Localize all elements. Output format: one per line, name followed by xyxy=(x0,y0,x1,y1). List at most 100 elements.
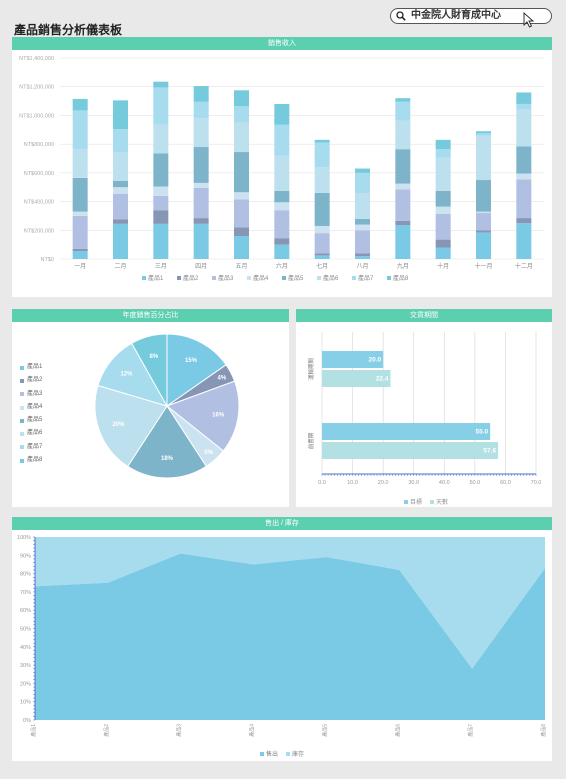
bar-segment xyxy=(153,195,169,211)
y-tick-label: 70% xyxy=(20,590,31,596)
bar-segment xyxy=(274,103,290,125)
bar-segment xyxy=(234,199,249,228)
x-tick-label: 產品7 xyxy=(467,724,474,737)
bar-segment xyxy=(234,106,249,123)
legend-label: 目標 xyxy=(410,498,422,506)
bar-segment xyxy=(355,172,370,193)
bar-segment xyxy=(113,100,128,130)
pie-slice xyxy=(127,405,207,479)
y-tick-label: 50% xyxy=(20,627,31,633)
sold-stock-title: 售出 / 庫存 xyxy=(12,517,552,530)
bar-segment xyxy=(355,192,370,219)
legend-label: 產品8 xyxy=(393,274,409,282)
legend-label: 產品6 xyxy=(323,274,339,282)
bar-segment xyxy=(113,180,128,188)
pie-data-label: 4% xyxy=(218,375,227,381)
mouse-cursor-icon xyxy=(523,12,535,28)
legend-swatch xyxy=(212,276,216,280)
x-tick-label: 50.0 xyxy=(469,480,480,486)
bar-segment xyxy=(153,87,169,125)
x-tick-label: 七月 xyxy=(316,262,328,270)
legend-label: 產品2 xyxy=(183,274,199,282)
legend-label: 天數 xyxy=(436,498,448,506)
legend-swatch xyxy=(247,276,251,280)
bar-segment xyxy=(516,92,532,104)
bar-segment xyxy=(476,232,491,259)
bar-data-label: 55.0 xyxy=(475,429,488,436)
bar-segment xyxy=(435,239,451,248)
legend-label: 產品3 xyxy=(218,274,234,282)
x-tick-label: 二月 xyxy=(114,263,126,270)
legend-label: 產品3 xyxy=(27,390,43,397)
y-tick-label: NT$1,400,000 xyxy=(19,56,54,62)
bar-segment xyxy=(314,139,330,143)
bar-segment xyxy=(234,90,249,107)
legend-item: 產品4 xyxy=(20,401,42,414)
bar-segment xyxy=(274,124,290,156)
bar-segment xyxy=(113,193,128,220)
bar-segment xyxy=(435,213,451,240)
bar-segment xyxy=(153,186,169,196)
legend-label: 產品7 xyxy=(358,274,374,282)
delivery-period-title: 交貨期間 xyxy=(296,309,552,322)
legend-swatch xyxy=(20,432,24,437)
bar-segment xyxy=(516,223,532,259)
bar xyxy=(322,351,384,368)
legend-swatch xyxy=(286,752,290,756)
bar-segment xyxy=(72,211,88,216)
legend-swatch xyxy=(20,392,24,397)
legend-item: 產品1 xyxy=(20,361,42,374)
x-tick-label: 十二月 xyxy=(515,262,533,270)
bar-segment xyxy=(234,152,249,193)
y-tick-label: 40% xyxy=(20,645,31,651)
bar-segment xyxy=(72,149,88,178)
bar-segment xyxy=(113,152,128,181)
bar-segment xyxy=(476,133,491,136)
pie-data-label: 18% xyxy=(161,456,174,462)
bar-segment xyxy=(274,244,290,259)
bar-segment xyxy=(193,223,209,259)
bar-segment xyxy=(274,210,290,239)
y-tick-label: 90% xyxy=(20,553,31,559)
annual-share-title: 年度銷售百分占比 xyxy=(12,309,289,322)
sold-stock-panel: 售出 / 庫存 0% 10% 20% 30% 40% 50% 60% 70% 80% 90% 100… xyxy=(12,517,552,761)
bar-data-label: 57.6 xyxy=(483,448,496,455)
bar-segment xyxy=(395,120,411,150)
bar-segment xyxy=(153,223,169,259)
x-tick-label: 0.0 xyxy=(318,480,326,486)
bar-segment xyxy=(435,157,451,191)
x-tick-label: 八月 xyxy=(356,263,368,270)
bar-segment xyxy=(516,108,532,147)
pie-data-label: 8% xyxy=(150,354,159,360)
bar-segment xyxy=(476,230,491,233)
x-tick-label: 20.0 xyxy=(378,480,389,486)
search-box[interactable]: 中金院人財育成中心 xyxy=(390,8,552,24)
x-tick-label: 六月 xyxy=(276,262,288,270)
sales-revenue-panel: 銷售收入 NT$0 NT$200,000 NT$400,000 NT$600,000 N… xyxy=(12,37,552,297)
x-tick-label: 40.0 xyxy=(439,480,450,486)
bar-segment xyxy=(234,192,249,200)
page-title: 產品銷售分析儀表板 xyxy=(14,23,123,37)
legend-item: 產品7 xyxy=(20,441,42,454)
legend-label: 庫存 xyxy=(292,750,304,758)
bar-segment xyxy=(355,218,370,225)
legend-label: 產品1 xyxy=(148,274,164,282)
bar-segment xyxy=(476,131,491,134)
y-tick-label: 80% xyxy=(20,572,31,578)
x-tick-label: 產品6 xyxy=(394,724,401,737)
y-tick-label: NT$400,000 xyxy=(24,200,54,206)
legend-item: 產品5 xyxy=(20,414,42,427)
bar-data-label: 20.0 xyxy=(368,357,381,364)
bar-segment xyxy=(193,218,209,224)
bar xyxy=(322,442,499,459)
x-tick-label: 產品5 xyxy=(321,724,328,737)
y-tick-label: NT$1,200,000 xyxy=(19,85,54,91)
y-tick-label: 0% xyxy=(23,718,31,724)
x-tick-label: 九月 xyxy=(397,262,409,270)
y-tick-label: 100% xyxy=(17,535,31,541)
legend-swatch xyxy=(20,418,24,423)
legend-item: 產品6 xyxy=(20,427,42,440)
x-tick-label: 四月 xyxy=(195,263,207,270)
x-tick-label: 10.0 xyxy=(347,480,358,486)
legend-swatch xyxy=(260,752,264,756)
